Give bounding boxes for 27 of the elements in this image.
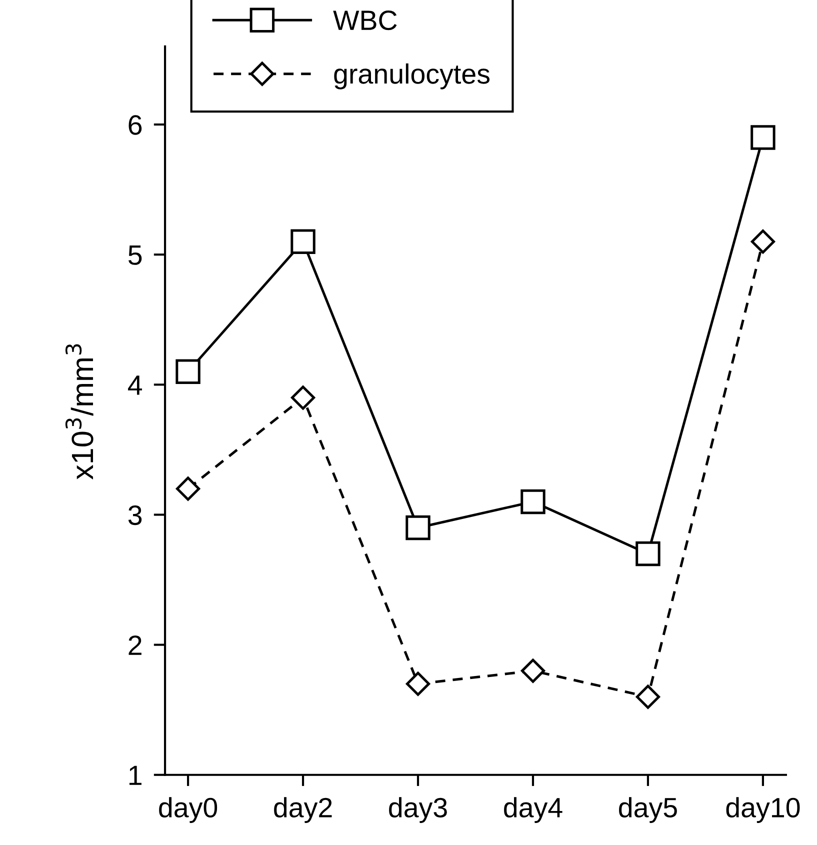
point [176,476,200,501]
point [750,125,776,150]
x-tick-label: day2 [274,797,332,823]
point [406,515,430,540]
point [176,359,200,384]
x-tick-label: day0 [159,797,218,823]
x-tick-label: day4 [504,797,562,823]
point [636,684,660,709]
y-tick-label: 1 [129,766,142,785]
point [520,658,546,683]
y-tick-label: 6 [128,115,142,135]
y-tick-label: 2 [128,635,142,655]
x-tick-label: day5 [619,797,677,823]
legend-label: granulocytes [334,63,490,90]
y-axis-title: x10$^{3}$/mm$^{3}$ [65,344,94,480]
point [750,230,776,254]
point [520,489,546,514]
legend-label: WBC [333,10,397,30]
x-tick-label: day10 [726,797,800,823]
y-tick-label: 4 [128,376,142,395]
point [406,672,430,696]
y-tick-label: 5 [128,246,142,265]
point [290,386,316,410]
point [290,229,316,254]
x-tick-label: day3 [389,797,447,823]
y-tick-label: 3 [128,505,142,526]
point [636,541,660,566]
